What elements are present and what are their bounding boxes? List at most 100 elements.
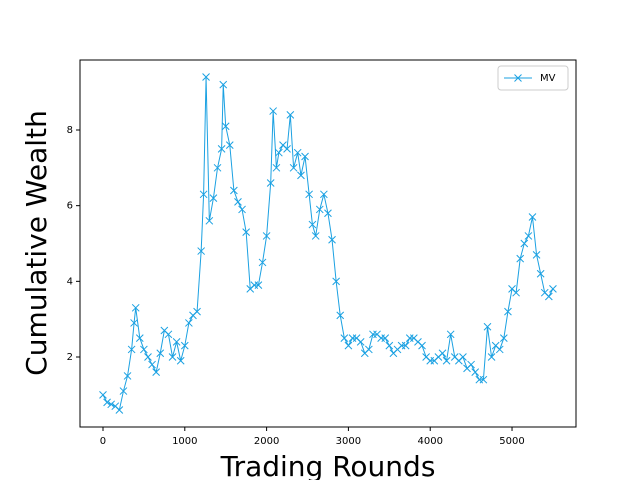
data-point (130, 319, 138, 327)
data-point (123, 372, 132, 380)
data-point (275, 148, 283, 157)
data-point (144, 353, 152, 361)
data-point (479, 375, 488, 384)
data-point (230, 186, 238, 195)
data-point (504, 307, 512, 316)
data-point (385, 341, 394, 350)
data-point (242, 228, 251, 237)
data-point (549, 285, 557, 293)
data-point (225, 141, 234, 149)
data-point (315, 205, 324, 214)
data-point (209, 194, 218, 202)
data-point (536, 269, 545, 278)
data-point (344, 341, 353, 350)
data-point (499, 334, 508, 342)
data-point (311, 232, 320, 240)
data-point (119, 387, 128, 395)
data-point (127, 345, 136, 354)
data-point (286, 111, 295, 119)
data-point (438, 349, 447, 358)
data-point (516, 254, 525, 263)
data-point (442, 356, 451, 365)
x-tick-label: 5000 (499, 436, 524, 447)
data-point (115, 406, 124, 414)
data-point (254, 281, 263, 289)
y-tick-label: 6 (67, 201, 73, 212)
data-point (272, 163, 281, 172)
data-point (269, 107, 278, 115)
data-point (258, 258, 267, 267)
data-point (305, 190, 313, 199)
data-point (221, 122, 230, 131)
x-tick-label: 4000 (417, 436, 442, 447)
data-point (262, 232, 271, 240)
data-point (152, 368, 161, 376)
data-point (238, 205, 246, 214)
data-point (297, 171, 305, 180)
data-point (328, 235, 336, 244)
data-point (356, 338, 365, 346)
data-point (459, 353, 467, 361)
data-point (301, 152, 309, 161)
legend: MV (497, 65, 569, 91)
data-point (148, 360, 156, 369)
data-point (199, 190, 208, 199)
data-point (544, 292, 553, 301)
data-point (168, 353, 177, 361)
data-point (103, 398, 111, 407)
data-point (176, 356, 185, 365)
data-point (131, 303, 140, 312)
data-point (289, 163, 298, 172)
data-point (164, 330, 173, 339)
data-point (320, 190, 328, 199)
data-point (193, 307, 201, 316)
data-point (156, 349, 165, 358)
data-point (197, 247, 206, 255)
data-point (283, 145, 291, 153)
data-point (365, 345, 373, 354)
x-tick-label: 2000 (254, 436, 279, 447)
data-point (234, 198, 242, 206)
y-tick-label: 2 (67, 352, 73, 363)
data-point (528, 213, 537, 221)
data-point (418, 341, 426, 350)
data-point (471, 368, 480, 376)
plot-frame (79, 59, 577, 428)
data-point (140, 345, 148, 354)
y-axis-label: Cumulative Wealth (20, 110, 53, 376)
data-point (487, 353, 496, 361)
x-axis-label: Trading Rounds (220, 450, 436, 480)
data-point (135, 334, 144, 342)
data-point (520, 239, 529, 248)
data-point (219, 80, 228, 89)
data-point (532, 250, 541, 259)
legend-marker (514, 74, 522, 82)
data-point (467, 360, 475, 369)
data-point (324, 209, 332, 218)
data-point (446, 330, 455, 339)
data-point (213, 163, 222, 172)
data-point (99, 390, 107, 399)
data-point (332, 277, 340, 286)
data-point (217, 145, 226, 153)
data-point (336, 311, 345, 320)
data-point (512, 288, 520, 297)
data-point (180, 341, 189, 350)
data-point (401, 341, 410, 350)
data-point (293, 148, 302, 157)
data-point (172, 338, 181, 346)
y-tick-label: 8 (67, 125, 73, 136)
data-point (202, 73, 210, 81)
data-point (483, 322, 492, 331)
data-point (107, 400, 116, 409)
data-point (340, 334, 349, 342)
data-point (495, 345, 504, 354)
legend-label: MV (540, 73, 556, 84)
data-point (205, 216, 214, 225)
x-tick-label: 0 (100, 436, 106, 447)
data-point (308, 220, 317, 229)
data-point (524, 232, 533, 240)
data-point (266, 179, 275, 187)
data-point (381, 334, 390, 342)
